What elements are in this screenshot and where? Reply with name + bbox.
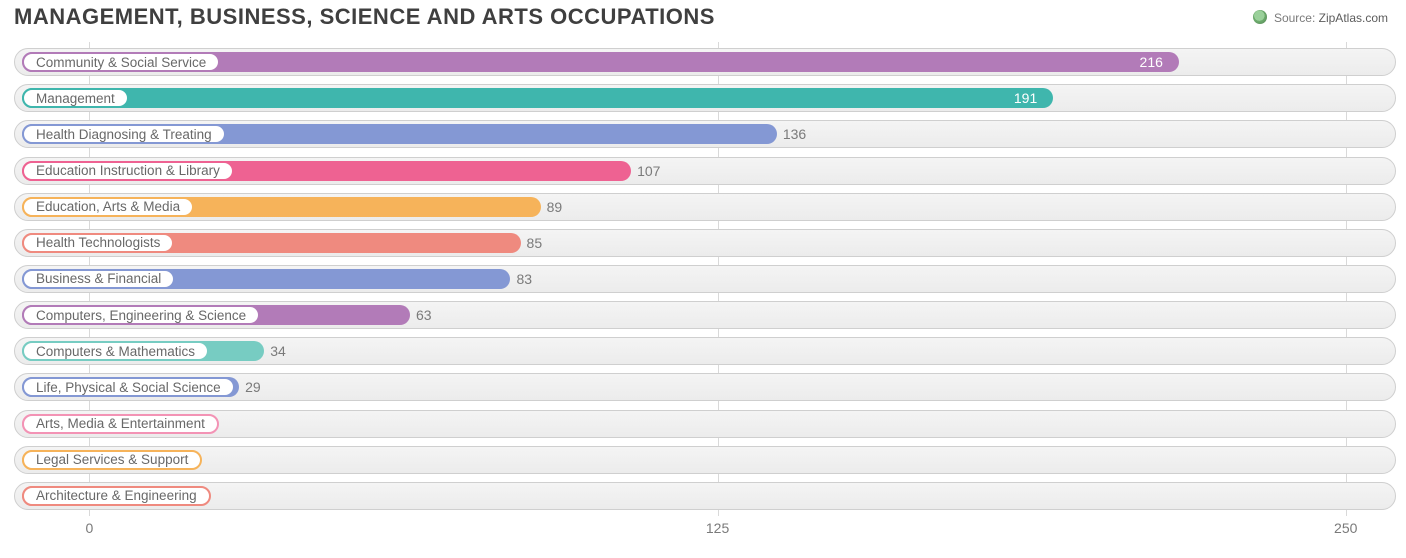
x-axis-tick: 250 [1334, 520, 1357, 536]
source-label: Source: [1274, 11, 1315, 25]
bar-category-label: Computers & Mathematics [22, 341, 209, 361]
bar-fill [22, 88, 1053, 108]
bars-layer: 216 Community & Social Service 191 Manageme… [14, 42, 1396, 516]
bar-row: 34 Computers & Mathematics [14, 335, 1396, 367]
bar-category-label: Health Diagnosing & Treating [22, 124, 226, 144]
chart-plot-area: 216 Community & Social Service 191 Manageme… [14, 42, 1396, 536]
bar-row: 89 Education, Arts & Media [14, 191, 1396, 223]
bar-row: 191 Management [14, 82, 1396, 114]
chart-title: MANAGEMENT, BUSINESS, SCIENCE AND ARTS O… [14, 4, 715, 30]
bar-category-label: Management [22, 88, 129, 108]
bar-category-label: Education, Arts & Media [22, 197, 194, 217]
bar-value-label: 29 [245, 379, 261, 395]
bar-row: 0Architecture & Engineering [14, 480, 1396, 512]
bar-category-label: Computers, Engineering & Science [22, 305, 260, 325]
bar-row: 63 Computers, Engineering & Science [14, 299, 1396, 331]
bar-value-label: 89 [547, 199, 563, 215]
x-axis-tick: 0 [85, 520, 93, 536]
bar-row: 29 Life, Physical & Social Science [14, 371, 1396, 403]
bar-value-label: 107 [637, 163, 660, 179]
bar-value-label: 63 [416, 307, 432, 323]
bar-track [14, 482, 1396, 510]
bar-category-label: Legal Services & Support [22, 450, 202, 470]
x-axis-tick: 125 [706, 520, 729, 536]
source-attribution: Source: ZipAtlas.com [1253, 10, 1388, 25]
bar-row: 107 Education Instruction & Library [14, 155, 1396, 187]
bar-value-label: 216 [1140, 54, 1163, 70]
bar-row: 216 Community & Social Service [14, 46, 1396, 78]
bar-category-label: Architecture & Engineering [22, 486, 211, 506]
bar-category-label: Health Technologists [22, 233, 174, 253]
bar-track [14, 410, 1396, 438]
bar-track [14, 446, 1396, 474]
bar-value-label: 136 [783, 126, 806, 142]
bar-row: 83 Business & Financial [14, 263, 1396, 295]
bar-row: 9Legal Services & Support [14, 444, 1396, 476]
source-name: ZipAtlas.com [1319, 11, 1388, 25]
bar-value-label: 85 [527, 235, 543, 251]
bar-value-label: 191 [1014, 90, 1037, 106]
bar-category-label: Life, Physical & Social Science [22, 377, 235, 397]
bar-row: 11Arts, Media & Entertainment [14, 408, 1396, 440]
x-axis-labels: 0 125 250 [14, 516, 1396, 536]
bar-row: 136 Health Diagnosing & Treating [14, 118, 1396, 150]
bar-category-label: Education Instruction & Library [22, 161, 234, 181]
source-logo-icon [1253, 10, 1267, 24]
bar-category-label: Business & Financial [22, 269, 175, 289]
bar-category-label: Community & Social Service [22, 52, 220, 72]
bar-value-label: 34 [270, 343, 286, 359]
bar-row: 85 Health Technologists [14, 227, 1396, 259]
bar-category-label: Arts, Media & Entertainment [22, 414, 219, 434]
bar-value-label: 83 [516, 271, 532, 287]
